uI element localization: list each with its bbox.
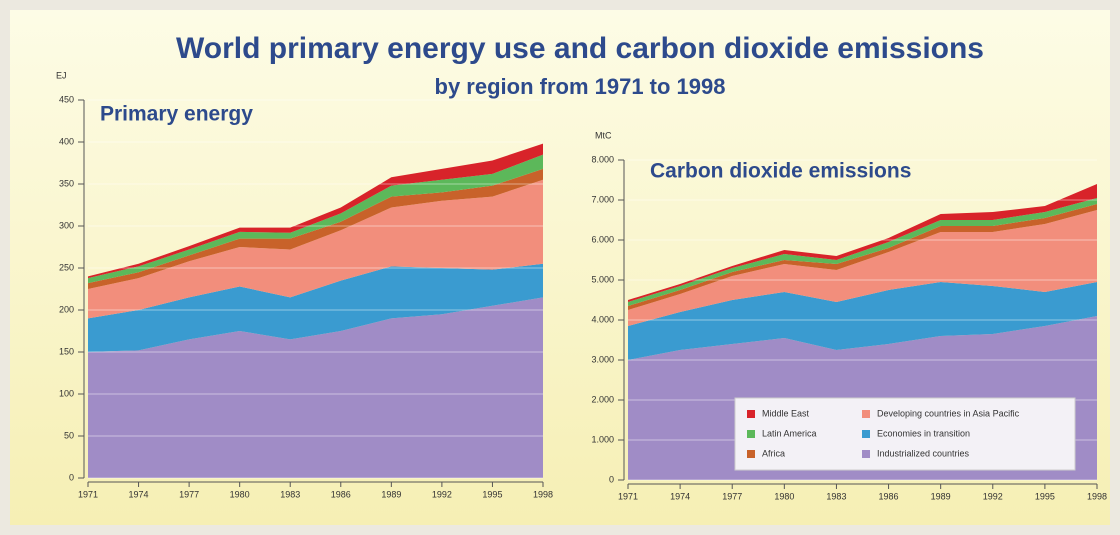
area xyxy=(88,263,543,352)
y-tick-label: 8.000 xyxy=(591,154,614,164)
legend-swatch xyxy=(862,450,870,458)
x-tick-label: 1998 xyxy=(533,489,553,499)
y-tick-label: 50 xyxy=(64,430,74,440)
legend-label: Developing countries in Asia Pacific xyxy=(877,408,1020,418)
area xyxy=(88,179,543,319)
area xyxy=(628,184,1097,302)
y-tick-label: 250 xyxy=(59,262,74,272)
x-tick-label: 1992 xyxy=(432,489,452,499)
main-title: World primary energy use and carbon diox… xyxy=(176,32,984,65)
axis-unit: EJ xyxy=(56,70,67,80)
y-tick-label: 2.000 xyxy=(591,394,614,404)
x-tick-label: 1983 xyxy=(826,491,846,501)
y-tick-label: 0 xyxy=(609,474,614,484)
area xyxy=(88,297,543,478)
area xyxy=(88,154,543,284)
area xyxy=(88,143,543,279)
legend-swatch xyxy=(747,430,755,438)
y-tick-label: 5.000 xyxy=(591,274,614,284)
legend-label: Latin America xyxy=(762,428,817,438)
legend-label: Industrialized countries xyxy=(877,448,970,458)
legend-swatch xyxy=(747,450,755,458)
x-tick-label: 1989 xyxy=(381,489,401,499)
chart-title: Carbon dioxide emissions xyxy=(650,160,911,183)
chart-title: Primary energy xyxy=(100,103,253,126)
y-tick-label: 3.000 xyxy=(591,354,614,364)
legend-label: Africa xyxy=(762,448,785,458)
y-tick-label: 300 xyxy=(59,220,74,230)
y-tick-label: 0 xyxy=(69,472,74,482)
axis-unit: MtC xyxy=(595,130,612,140)
x-tick-label: 1971 xyxy=(618,491,638,501)
y-tick-label: 400 xyxy=(59,136,74,146)
legend-box xyxy=(734,397,1076,471)
area xyxy=(628,204,1097,310)
legend-label: Economies in transition xyxy=(877,428,970,438)
y-tick-label: 100 xyxy=(59,388,74,398)
x-tick-label: 1980 xyxy=(230,489,250,499)
x-tick-label: 1986 xyxy=(879,491,899,501)
x-tick-label: 1983 xyxy=(280,489,300,499)
x-tick-label: 1995 xyxy=(482,489,502,499)
x-tick-label: 1989 xyxy=(931,491,951,501)
area xyxy=(628,282,1097,360)
x-tick-label: 1980 xyxy=(774,491,794,501)
legend-swatch xyxy=(747,410,755,418)
y-tick-label: 1.000 xyxy=(591,434,614,444)
x-tick-label: 1992 xyxy=(983,491,1003,501)
x-tick-label: 1977 xyxy=(722,491,742,501)
x-tick-label: 1974 xyxy=(129,489,149,499)
y-tick-label: 4.000 xyxy=(591,314,614,324)
y-tick-label: 450 xyxy=(59,94,74,104)
x-tick-label: 1986 xyxy=(331,489,351,499)
y-tick-label: 6.000 xyxy=(591,234,614,244)
x-tick-label: 1998 xyxy=(1087,491,1107,501)
x-tick-label: 1977 xyxy=(179,489,199,499)
legend-label: Middle East xyxy=(762,408,810,418)
y-tick-label: 150 xyxy=(59,346,74,356)
area xyxy=(628,210,1097,326)
x-tick-label: 1995 xyxy=(1035,491,1055,501)
y-tick-label: 7.000 xyxy=(591,194,614,204)
y-tick-label: 350 xyxy=(59,178,74,188)
legend-swatch xyxy=(862,430,870,438)
x-tick-label: 1971 xyxy=(78,489,98,499)
subtitle: by region from 1971 to 1998 xyxy=(435,74,726,99)
area xyxy=(88,168,543,289)
y-tick-label: 200 xyxy=(59,304,74,314)
legend-swatch xyxy=(862,410,870,418)
area xyxy=(628,198,1097,306)
x-tick-label: 1974 xyxy=(670,491,690,501)
